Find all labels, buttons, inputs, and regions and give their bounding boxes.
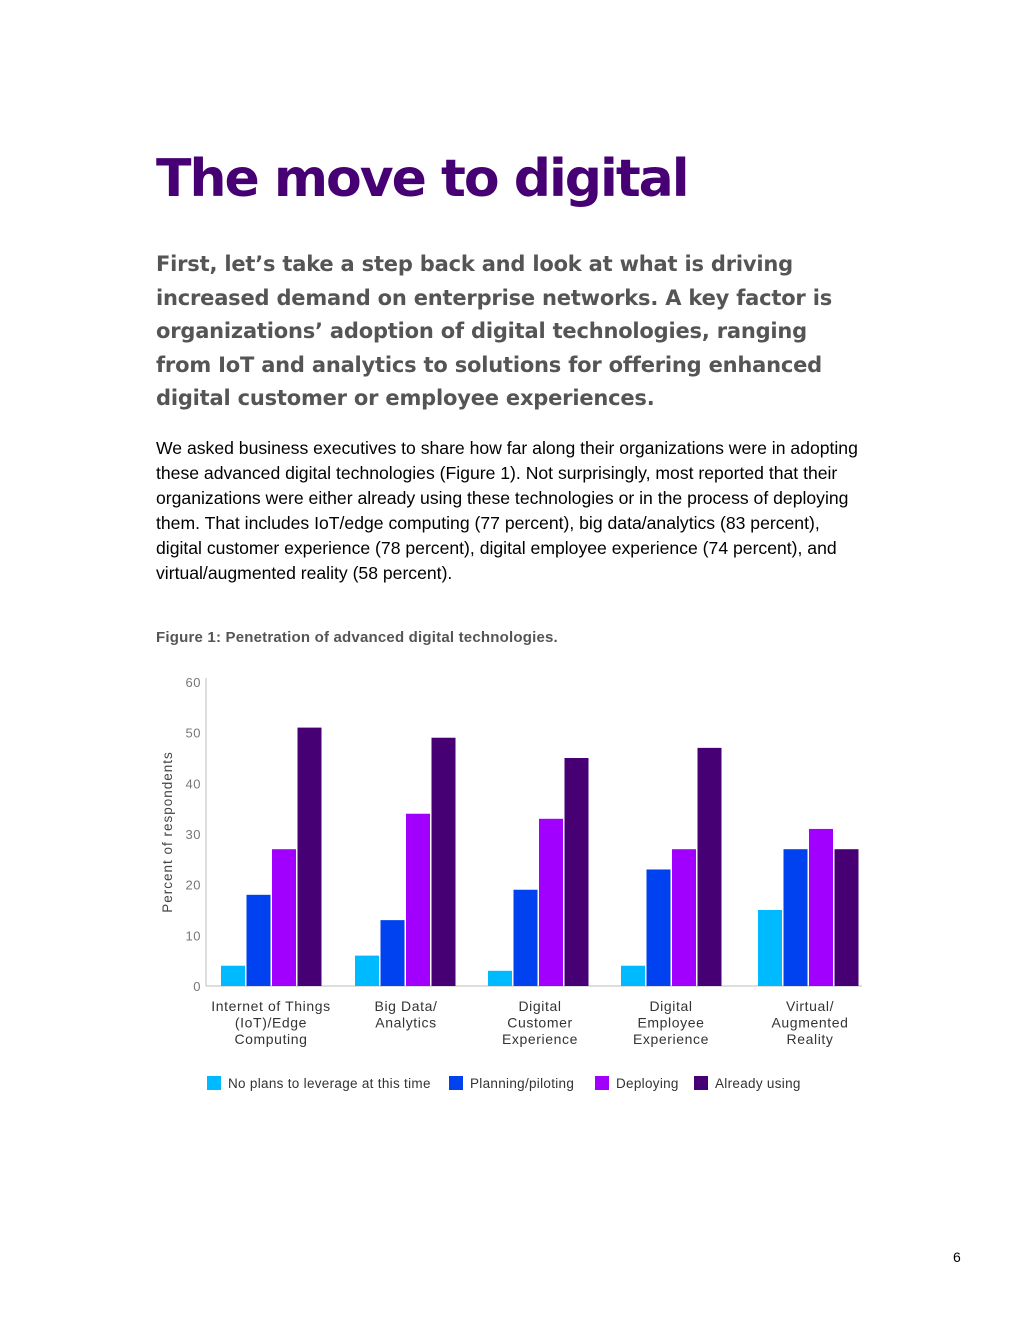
y-tick-label: 50 [186, 726, 201, 741]
bar [834, 849, 859, 986]
legend-swatch [694, 1076, 708, 1090]
legend-swatch [207, 1076, 221, 1090]
bar [646, 869, 671, 986]
lead-paragraph: First, let’s take a step back and look a… [156, 252, 832, 410]
x-tick-label: Analytics [375, 1015, 436, 1031]
page-number: 6 [953, 1249, 961, 1265]
bar [431, 737, 456, 986]
y-tick-label: 0 [193, 979, 201, 994]
x-tick-label: (IoT)/Edge [235, 1015, 307, 1031]
legend-label: Planning/piloting [470, 1076, 574, 1091]
bar [406, 813, 430, 986]
legend-label: Deploying [616, 1076, 679, 1091]
x-tick-label: Digital [649, 998, 692, 1014]
bar [564, 758, 589, 986]
y-tick-label: 20 [186, 878, 201, 893]
x-tick-label: Reality [787, 1031, 834, 1047]
bar [758, 910, 782, 986]
x-tick-label: Experience [633, 1031, 709, 1047]
y-tick-label: 60 [186, 675, 201, 690]
x-tick-label: Digital [518, 998, 561, 1014]
legend-swatch [449, 1076, 463, 1090]
bar [221, 965, 245, 986]
bar [783, 849, 808, 986]
legend-label: No plans to leverage at this time [228, 1076, 431, 1091]
bar [355, 955, 379, 986]
bar [297, 727, 322, 986]
bar [380, 920, 405, 986]
bar [272, 849, 296, 986]
bar [672, 849, 696, 986]
body-paragraph: We asked business executives to share ho… [156, 438, 858, 583]
x-tick-label: Virtual/ [786, 998, 834, 1014]
x-tick-label: Computing [234, 1031, 307, 1047]
bar [488, 970, 512, 986]
bar [697, 747, 722, 986]
bar [809, 828, 833, 986]
x-tick-label: Big Data/ [375, 998, 438, 1014]
y-tick-label: 30 [186, 827, 201, 842]
x-tick-label: Augmented [771, 1015, 848, 1031]
bar [513, 889, 538, 986]
y-axis-label: Percent of respondents [160, 751, 175, 913]
bar [539, 818, 563, 986]
x-tick-label: Customer [507, 1015, 572, 1031]
page-title: The move to digital [156, 149, 690, 209]
x-tick-label: Experience [502, 1031, 578, 1047]
legend-label: Already using [715, 1076, 801, 1091]
y-tick-label: 40 [186, 776, 201, 791]
figure-caption: Figure 1: Penetration of advanced digita… [156, 629, 558, 646]
bar [246, 894, 271, 986]
x-tick-label: Employee [637, 1015, 704, 1031]
legend-swatch [595, 1076, 609, 1090]
y-tick-label: 10 [186, 928, 201, 943]
x-tick-label: Internet of Things [211, 998, 331, 1014]
bar [621, 965, 645, 986]
